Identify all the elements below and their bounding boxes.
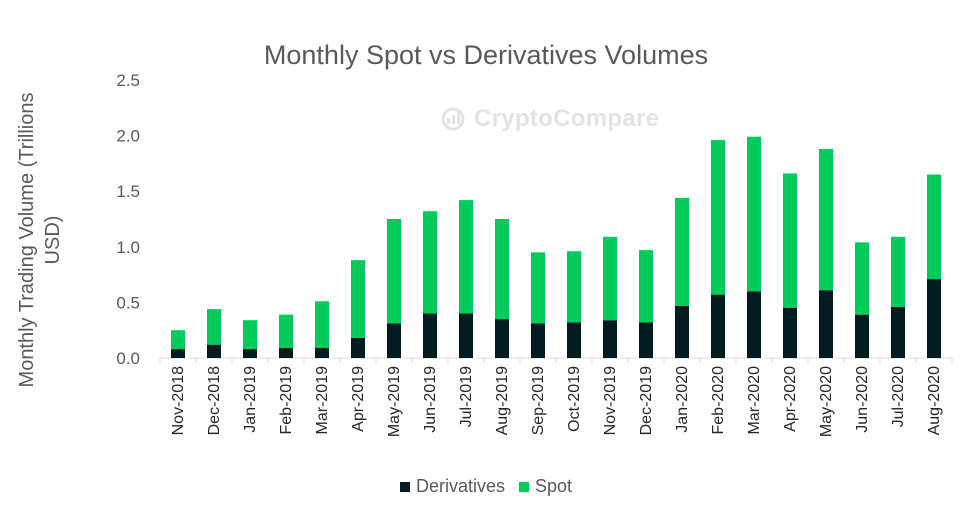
- bar-derivatives: [711, 294, 725, 358]
- x-tick-label: Jul-2019: [458, 366, 475, 427]
- bar-derivatives: [459, 313, 473, 358]
- bar-spot: [351, 260, 365, 338]
- y-tick-label: 2.0: [116, 127, 140, 146]
- bar-derivatives: [675, 305, 689, 358]
- x-tick-label: Mar-2020: [746, 366, 763, 435]
- y-tick-label: 0.5: [116, 293, 140, 312]
- x-tick-label: Jun-2020: [854, 366, 871, 433]
- watermark-logo-icon: [441, 107, 465, 131]
- x-tick-label: May-2019: [386, 366, 403, 437]
- bar-spot: [783, 173, 797, 308]
- x-tick-label: Mar-2019: [314, 366, 331, 435]
- x-tick-label: May-2020: [818, 366, 835, 437]
- bar-spot: [315, 301, 329, 348]
- legend-item-spot: Spot: [519, 476, 572, 497]
- bar-derivatives: [855, 314, 869, 358]
- bar-spot: [423, 211, 437, 314]
- x-tick-label: Sep-2019: [530, 366, 547, 435]
- bar-spot: [819, 148, 833, 291]
- bar-spot: [495, 219, 509, 320]
- bar-spot: [207, 309, 221, 345]
- bar-derivatives: [603, 320, 617, 358]
- bar-spot: [243, 320, 257, 350]
- x-tick-label: Jan-2019: [242, 366, 259, 433]
- x-tick-label: Feb-2019: [278, 366, 295, 435]
- bar-derivatives: [639, 322, 653, 358]
- bar-derivatives: [819, 290, 833, 358]
- chart-title: Monthly Spot vs Derivatives Volumes: [263, 40, 709, 70]
- x-tick-label: Oct-2019: [566, 366, 583, 432]
- bar-spot: [279, 314, 293, 348]
- legend-item-derivatives: Derivatives: [399, 476, 505, 497]
- bar-derivatives: [891, 306, 905, 358]
- x-tick-label: Nov-2018: [170, 366, 187, 435]
- x-tick-label: Dec-2018: [206, 366, 223, 435]
- bar-derivatives: [279, 347, 293, 358]
- bar-spot: [855, 242, 869, 315]
- x-tick-label: Aug-2019: [494, 366, 511, 435]
- x-tick-label: Aug-2020: [926, 366, 943, 435]
- x-tick-label: Apr-2019: [350, 366, 367, 432]
- legend: Derivatives Spot: [0, 476, 972, 497]
- y-tick-label: 1.0: [116, 238, 140, 257]
- watermark: CryptoCompare: [438, 105, 659, 133]
- x-tick-label: Jan-2020: [674, 366, 691, 433]
- bar-spot: [459, 200, 473, 314]
- watermark-text: CryptoCompare: [474, 105, 660, 132]
- legend-swatch-derivatives: [399, 481, 410, 492]
- bar-derivatives: [315, 347, 329, 358]
- bar-derivatives: [423, 313, 437, 358]
- y-tick-label: 1.5: [116, 182, 140, 201]
- y-tick-label: 2.5: [116, 71, 140, 90]
- x-tick-label: Apr-2020: [782, 366, 799, 432]
- bar-derivatives: [351, 337, 365, 358]
- x-tick-label: Dec-2019: [638, 366, 655, 435]
- bar-spot: [387, 219, 401, 324]
- bar-derivatives: [243, 349, 257, 358]
- bar-spot: [927, 174, 941, 280]
- x-tick-label: Feb-2020: [710, 366, 727, 435]
- bar-derivatives: [567, 322, 581, 358]
- x-tick-label: Nov-2019: [602, 366, 619, 435]
- bar-spot: [531, 252, 545, 324]
- x-tick-label: Jul-2020: [890, 366, 907, 427]
- bar-spot: [603, 236, 617, 321]
- legend-swatch-spot: [519, 481, 529, 492]
- bar-derivatives: [207, 344, 221, 358]
- bar-derivatives: [171, 349, 185, 358]
- y-tick-label: 0.0: [116, 349, 140, 368]
- x-tick-label: Jun-2019: [422, 366, 439, 433]
- legend-label-derivatives: Derivatives: [415, 476, 505, 496]
- bar-derivatives: [747, 291, 761, 358]
- bar-spot: [711, 140, 725, 295]
- bar-derivatives: [783, 307, 797, 358]
- bar-derivatives: [927, 279, 941, 358]
- bar-spot: [567, 251, 581, 323]
- bar-derivatives: [531, 323, 545, 358]
- bar-spot: [171, 330, 185, 350]
- legend-label-spot: Spot: [535, 476, 573, 496]
- bar-spot: [639, 250, 653, 323]
- bar-derivatives: [387, 323, 401, 358]
- bar-spot: [747, 136, 761, 292]
- bar-spot: [675, 197, 689, 306]
- bar-spot: [891, 236, 905, 307]
- bar-derivatives: [495, 319, 509, 358]
